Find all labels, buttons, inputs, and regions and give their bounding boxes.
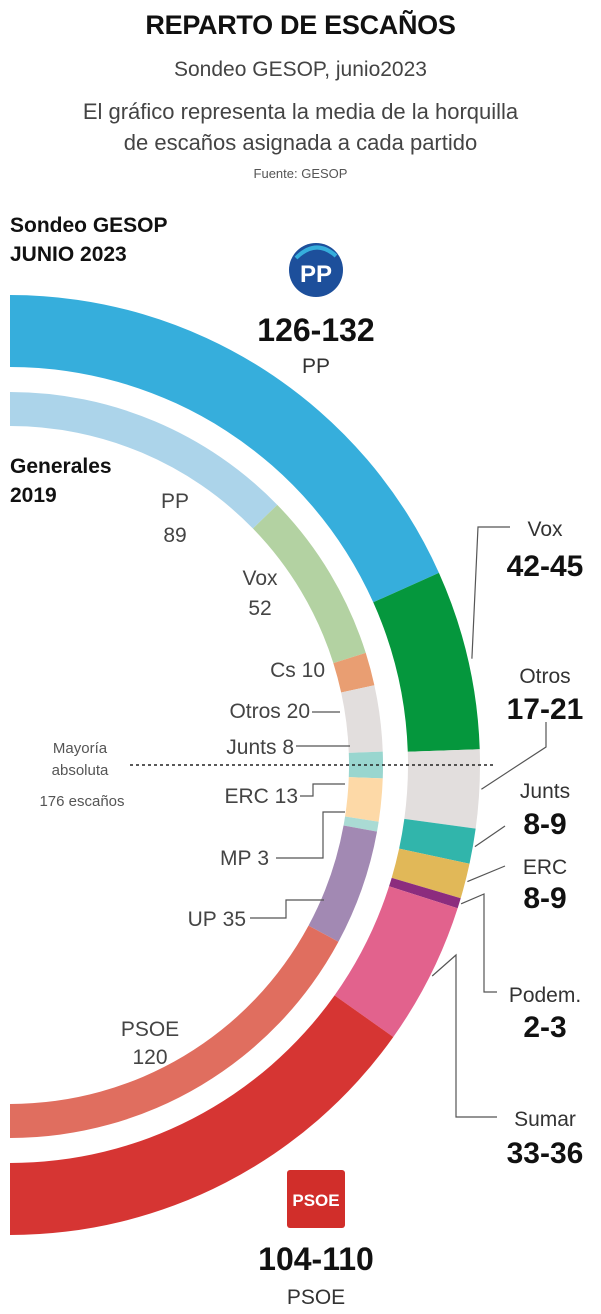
party-label-2019-junts: Junts 8 bbox=[226, 736, 294, 759]
elections-2019-slice-up bbox=[308, 825, 378, 942]
party-label-2019-mp: MP 3 bbox=[220, 847, 269, 870]
value-label-pp: 126-132 bbox=[257, 312, 374, 348]
party-label-2019-erc: ERC 13 bbox=[224, 785, 298, 808]
chart-subtitle: Sondeo GESOP, junio2023 bbox=[174, 58, 427, 81]
party-label-2019-psoe: PSOE bbox=[121, 1018, 179, 1041]
party-label-podem: Podem. bbox=[509, 984, 581, 1007]
pp-logo-text: PP bbox=[300, 261, 332, 288]
value-label-psoe: 104-110 bbox=[258, 1241, 374, 1277]
value-label-sumar: 33-36 bbox=[507, 1137, 584, 1170]
majority-label-line1: Mayoría bbox=[53, 740, 108, 757]
outer-ring-label: Sondeo GESOP JUNIO 2023 bbox=[10, 211, 168, 269]
gesop-slice-otros bbox=[404, 749, 481, 829]
party-label-2019-vox: Vox bbox=[242, 567, 278, 590]
elections-2019-slice-erc bbox=[345, 777, 383, 822]
value-label-podem: 2-3 bbox=[523, 1011, 566, 1044]
value-label-erc: 8-9 bbox=[523, 882, 566, 915]
gesop-slice-sumar bbox=[334, 886, 458, 1038]
party-label-pp: PP bbox=[302, 355, 330, 378]
value-label-2019-cs: 10 bbox=[302, 659, 325, 682]
pp-logo-icon bbox=[289, 243, 343, 297]
gesop-slice-psoe bbox=[10, 995, 394, 1235]
psoe-logo-text: PSOE bbox=[292, 1191, 339, 1210]
inner-ring-label-line2: 2019 bbox=[10, 484, 57, 507]
leader-podem bbox=[460, 893, 497, 993]
leader-2019-mp bbox=[276, 811, 345, 859]
party-label-2019-otros: Otros 20 bbox=[229, 700, 310, 723]
gesop-slice-pp bbox=[10, 295, 439, 603]
outer-ring-label-line2: JUNIO 2023 bbox=[10, 243, 127, 266]
party-label-erc: ERC bbox=[523, 856, 567, 879]
leader-erc bbox=[467, 865, 506, 883]
party-label-psoe: PSOE bbox=[287, 1286, 345, 1309]
value-label-2019-erc: 13 bbox=[275, 785, 298, 808]
leader-vox bbox=[471, 526, 510, 659]
inner-ring-label: Generales 2019 bbox=[10, 452, 112, 510]
outer-ring-label-line1: Sondeo GESOP bbox=[10, 214, 168, 237]
value-label-2019-up: 35 bbox=[223, 908, 246, 931]
elections-2019-slice-vox bbox=[252, 504, 366, 664]
party-label-2019-up: UP 35 bbox=[188, 908, 246, 931]
value-label-vox: 42-45 bbox=[507, 550, 584, 583]
value-label-junts: 8-9 bbox=[523, 808, 566, 841]
value-label-2019-mp: 3 bbox=[257, 847, 269, 870]
leader-2019-up bbox=[250, 899, 324, 919]
description-line-2: de escaños asignada a cada partido bbox=[123, 130, 478, 155]
pp-logo-bird-icon bbox=[294, 245, 338, 260]
value-label-2019-vox: 52 bbox=[248, 597, 271, 620]
party-label-otros: Otros bbox=[519, 665, 570, 688]
value-label-2019-pp: 89 bbox=[163, 524, 186, 547]
leader-junts bbox=[474, 825, 506, 848]
psoe-logo-icon bbox=[287, 1170, 345, 1228]
elections-2019-slice-cs bbox=[333, 652, 375, 693]
elections-2019-slice-psoe bbox=[10, 925, 339, 1138]
elections-2019-slice-otros bbox=[341, 685, 383, 753]
gesop-slice-junts bbox=[399, 818, 476, 864]
elections-2019-slice-mp bbox=[343, 816, 379, 832]
chart-source: Fuente: GESOP bbox=[253, 166, 348, 181]
gesop-slice-podem bbox=[389, 877, 461, 909]
chart-description: El gráfico representa la media de la hor… bbox=[0, 96, 601, 158]
party-label-sumar: Sumar bbox=[514, 1108, 576, 1131]
majority-label-line3: 176 escaños bbox=[39, 793, 124, 810]
leader-2019-erc bbox=[300, 783, 345, 797]
leader-sumar bbox=[431, 953, 497, 1118]
chart-title: REPARTO DE ESCAÑOS bbox=[145, 10, 456, 40]
party-label-2019-cs: Cs 10 bbox=[270, 659, 325, 682]
party-label-junts: Junts bbox=[520, 780, 570, 803]
gesop-slice-vox bbox=[373, 572, 480, 752]
elections-2019-slice-pp bbox=[10, 392, 278, 529]
party-label-vox: Vox bbox=[527, 518, 563, 541]
value-label-otros: 17-21 bbox=[507, 693, 584, 726]
party-label-2019-pp: PP bbox=[161, 490, 189, 513]
majority-label-line2: absoluta bbox=[52, 762, 109, 779]
value-label-2019-junts: 8 bbox=[282, 736, 294, 759]
value-label-2019-psoe: 120 bbox=[132, 1046, 167, 1069]
inner-ring-label-line1: Generales bbox=[10, 455, 112, 478]
leader-otros bbox=[481, 722, 547, 790]
gesop-slice-erc bbox=[391, 848, 470, 899]
value-label-2019-otros: 20 bbox=[287, 700, 310, 723]
description-line-1: El gráfico representa la media de la hor… bbox=[82, 99, 519, 124]
